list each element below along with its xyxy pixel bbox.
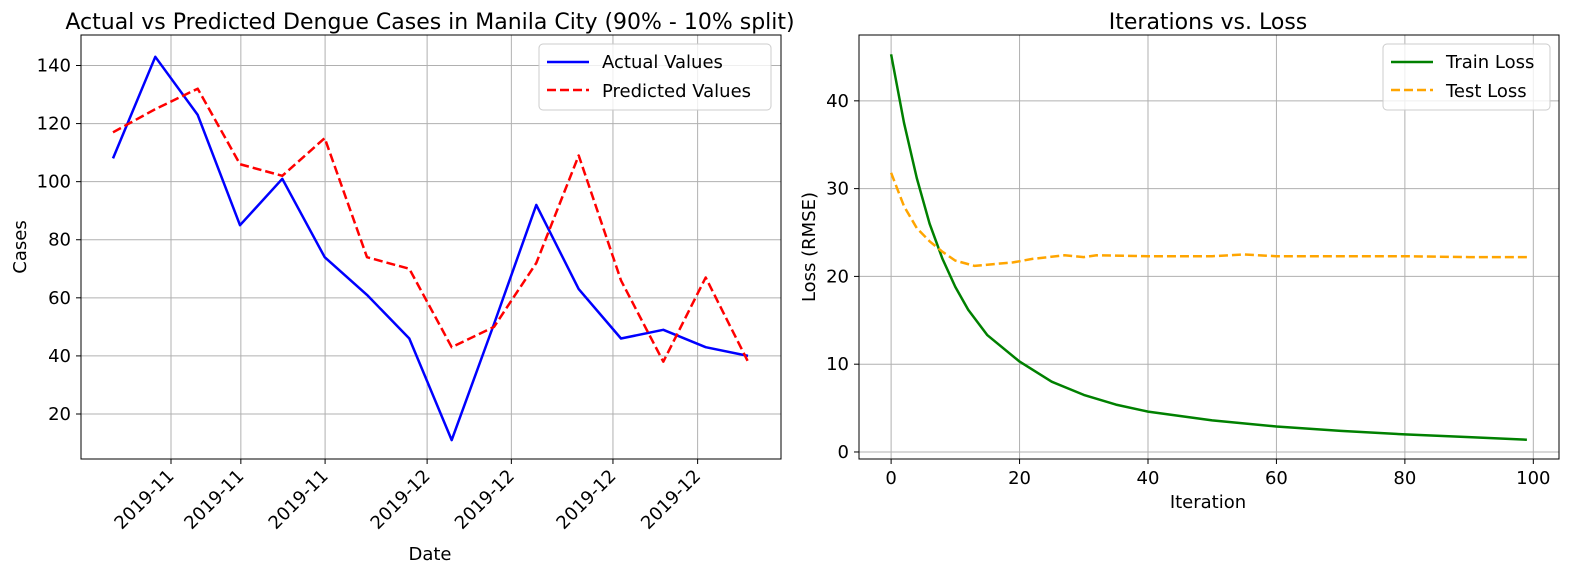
left-axes-frame [80,34,782,460]
left-y-tick-label-0: 20 [48,404,71,425]
left-series [111,55,750,442]
left-legend-label-actual: Actual Values [602,52,723,73]
left-legend: Actual Values Predicted Values [538,43,772,111]
left-chart: Actual vs Predicted Dengue Cases in Mani… [10,10,795,565]
right-x-tick-label-4: 80 [1393,468,1416,489]
left-legend-label-predicted: Predicted Values [602,81,751,102]
left-x-ticks: 2019-11 2019-11 2019-11 2019-12 2019-12 2019-… [110,459,705,534]
right-y-tick-label-0: 0 [838,442,849,463]
left-y-axis-label: Cases [10,220,31,273]
left-x-tick-label-6: 2019-12 [637,466,705,534]
right-x-axis-label: Iteration [1170,492,1246,513]
left-y-tick-label-3: 80 [48,230,71,251]
right-x-tick-label-5: 100 [1516,468,1550,489]
right-series [889,54,1527,441]
left-series-line-predicted [112,87,750,363]
left-x-axis-label: Date [408,544,451,565]
right-legend: Train Loss Test Loss [1382,43,1551,111]
right-chart: Iterations vs. Loss 0 10 20 30 40 0 20 40 60 80 1… [799,10,1560,513]
right-x-tick-label-3: 60 [1265,468,1288,489]
left-y-tick-label-1: 40 [48,346,71,367]
left-y-tick-label-2: 60 [48,288,71,309]
right-y-tick-label-2: 20 [826,266,849,287]
right-chart-title: Iterations vs. Loss [1109,10,1308,35]
right-series-line-test [889,172,1527,268]
left-y-tick-label-5: 120 [37,114,71,135]
left-chart-title: Actual vs Predicted Dengue Cases in Mani… [65,10,794,35]
right-y-ticks: 0 10 20 30 40 [826,91,859,463]
left-x-tick-label-0: 2019-11 [110,466,178,534]
right-x-ticks: 0 20 40 60 80 100 [885,459,1550,489]
right-y-axis-label: Loss (RMSE) [799,192,820,302]
right-y-tick-label-4: 40 [826,91,849,112]
right-x-tick-label-0: 0 [885,468,896,489]
left-y-tick-label-4: 100 [37,172,71,193]
left-x-tick-label-2: 2019-11 [265,466,333,534]
right-axes-frame [858,34,1560,460]
right-legend-label-test: Test Loss [1445,81,1527,102]
left-y-tick-label-6: 140 [37,55,71,76]
right-x-tick-label-2: 40 [1137,468,1160,489]
left-x-tick-label-5: 2019-12 [552,466,620,534]
right-x-tick-label-1: 20 [1008,468,1031,489]
left-grid [81,35,781,459]
right-legend-box [1382,43,1551,111]
left-x-tick-label-3: 2019-12 [367,466,435,534]
right-legend-label-train: Train Loss [1445,52,1534,73]
left-x-tick-label-4: 2019-12 [451,466,519,534]
right-series-line-train [889,54,1527,441]
left-y-ticks: 20 40 60 80 100 120 140 [37,55,81,425]
left-legend-box [538,43,772,111]
left-x-tick-label-1: 2019-11 [180,466,248,534]
right-y-tick-label-3: 30 [826,179,849,200]
left-series-line-actual [111,55,749,442]
right-y-tick-label-1: 10 [826,354,849,375]
